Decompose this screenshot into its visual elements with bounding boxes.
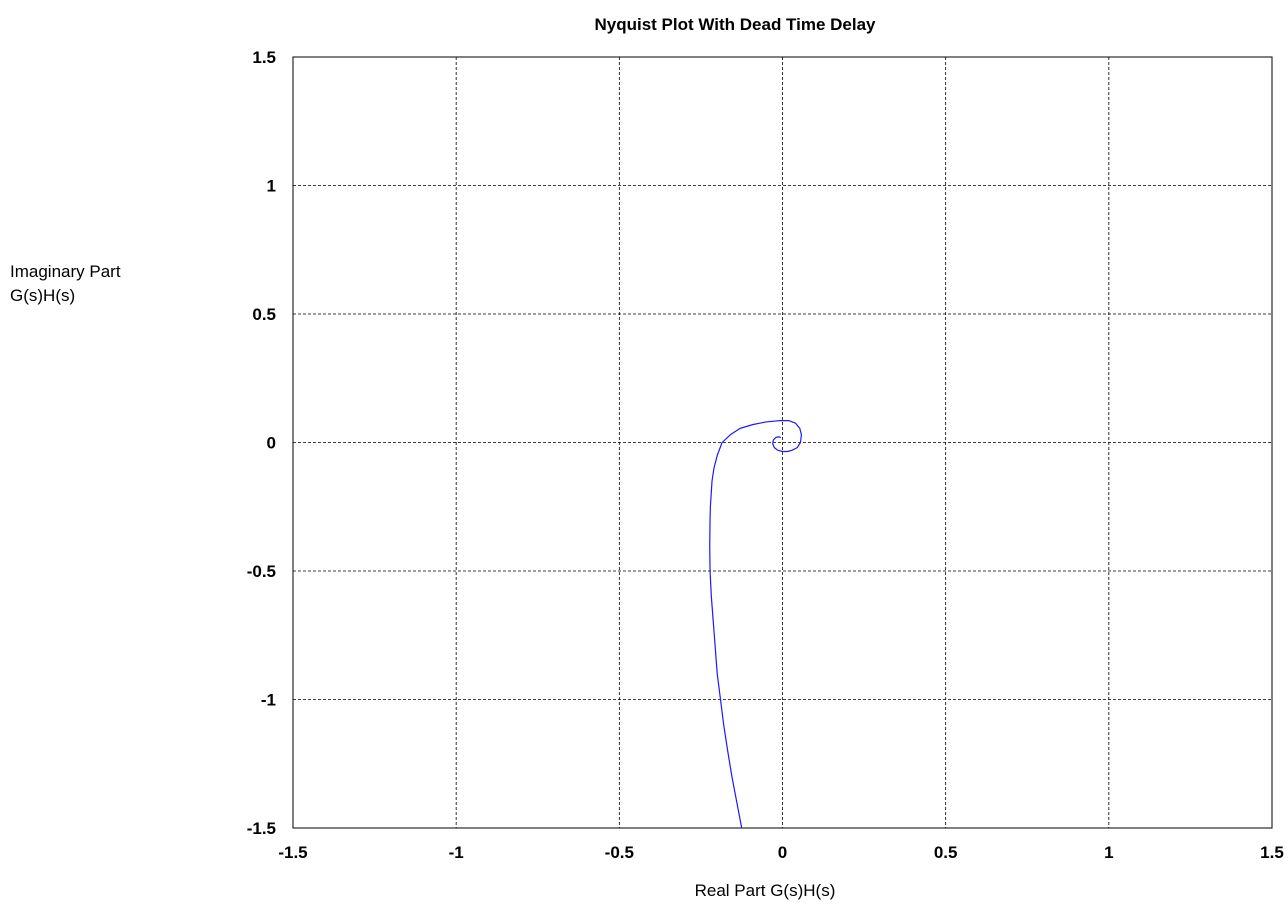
x-tick-label: -1 xyxy=(449,843,464,862)
x-tick-labels: -1.5 -1 -0.5 0 0.5 1 1.5 xyxy=(278,843,1283,862)
chart-title: Nyquist Plot With Dead Time Delay xyxy=(594,15,876,34)
x-tick-label: -0.5 xyxy=(605,843,634,862)
series-layer xyxy=(709,420,803,829)
y-axis-label-line-2: G(s)H(s) xyxy=(10,286,75,305)
y-tick-label: 1.5 xyxy=(252,48,276,67)
y-tick-label: -1.5 xyxy=(247,819,276,838)
y-tick-label: -0.5 xyxy=(247,562,276,581)
y-tick-label: 0.5 xyxy=(252,305,276,324)
y-tick-label: -1 xyxy=(261,691,276,710)
x-tick-label: -1.5 xyxy=(278,843,307,862)
plot-area-frame xyxy=(292,56,1273,829)
x-tick-label: 1.5 xyxy=(1260,843,1284,862)
y-tick-label: 1 xyxy=(267,177,276,196)
nyquist-curve xyxy=(709,420,803,829)
x-tick-label: 0 xyxy=(778,843,787,862)
y-axis-label-line-1: Imaginary Part xyxy=(10,262,121,281)
x-tick-label: 0.5 xyxy=(934,843,958,862)
y-tick-labels: -1.5 -1 -0.5 0 0.5 1 1.5 xyxy=(247,48,276,838)
y-axis-label: Imaginary Part G(s)H(s) xyxy=(10,262,121,305)
grid xyxy=(293,57,1272,828)
x-tick-label: 1 xyxy=(1104,843,1113,862)
x-axis-label: Real Part G(s)H(s) xyxy=(695,881,836,900)
y-tick-label: 0 xyxy=(267,434,276,453)
